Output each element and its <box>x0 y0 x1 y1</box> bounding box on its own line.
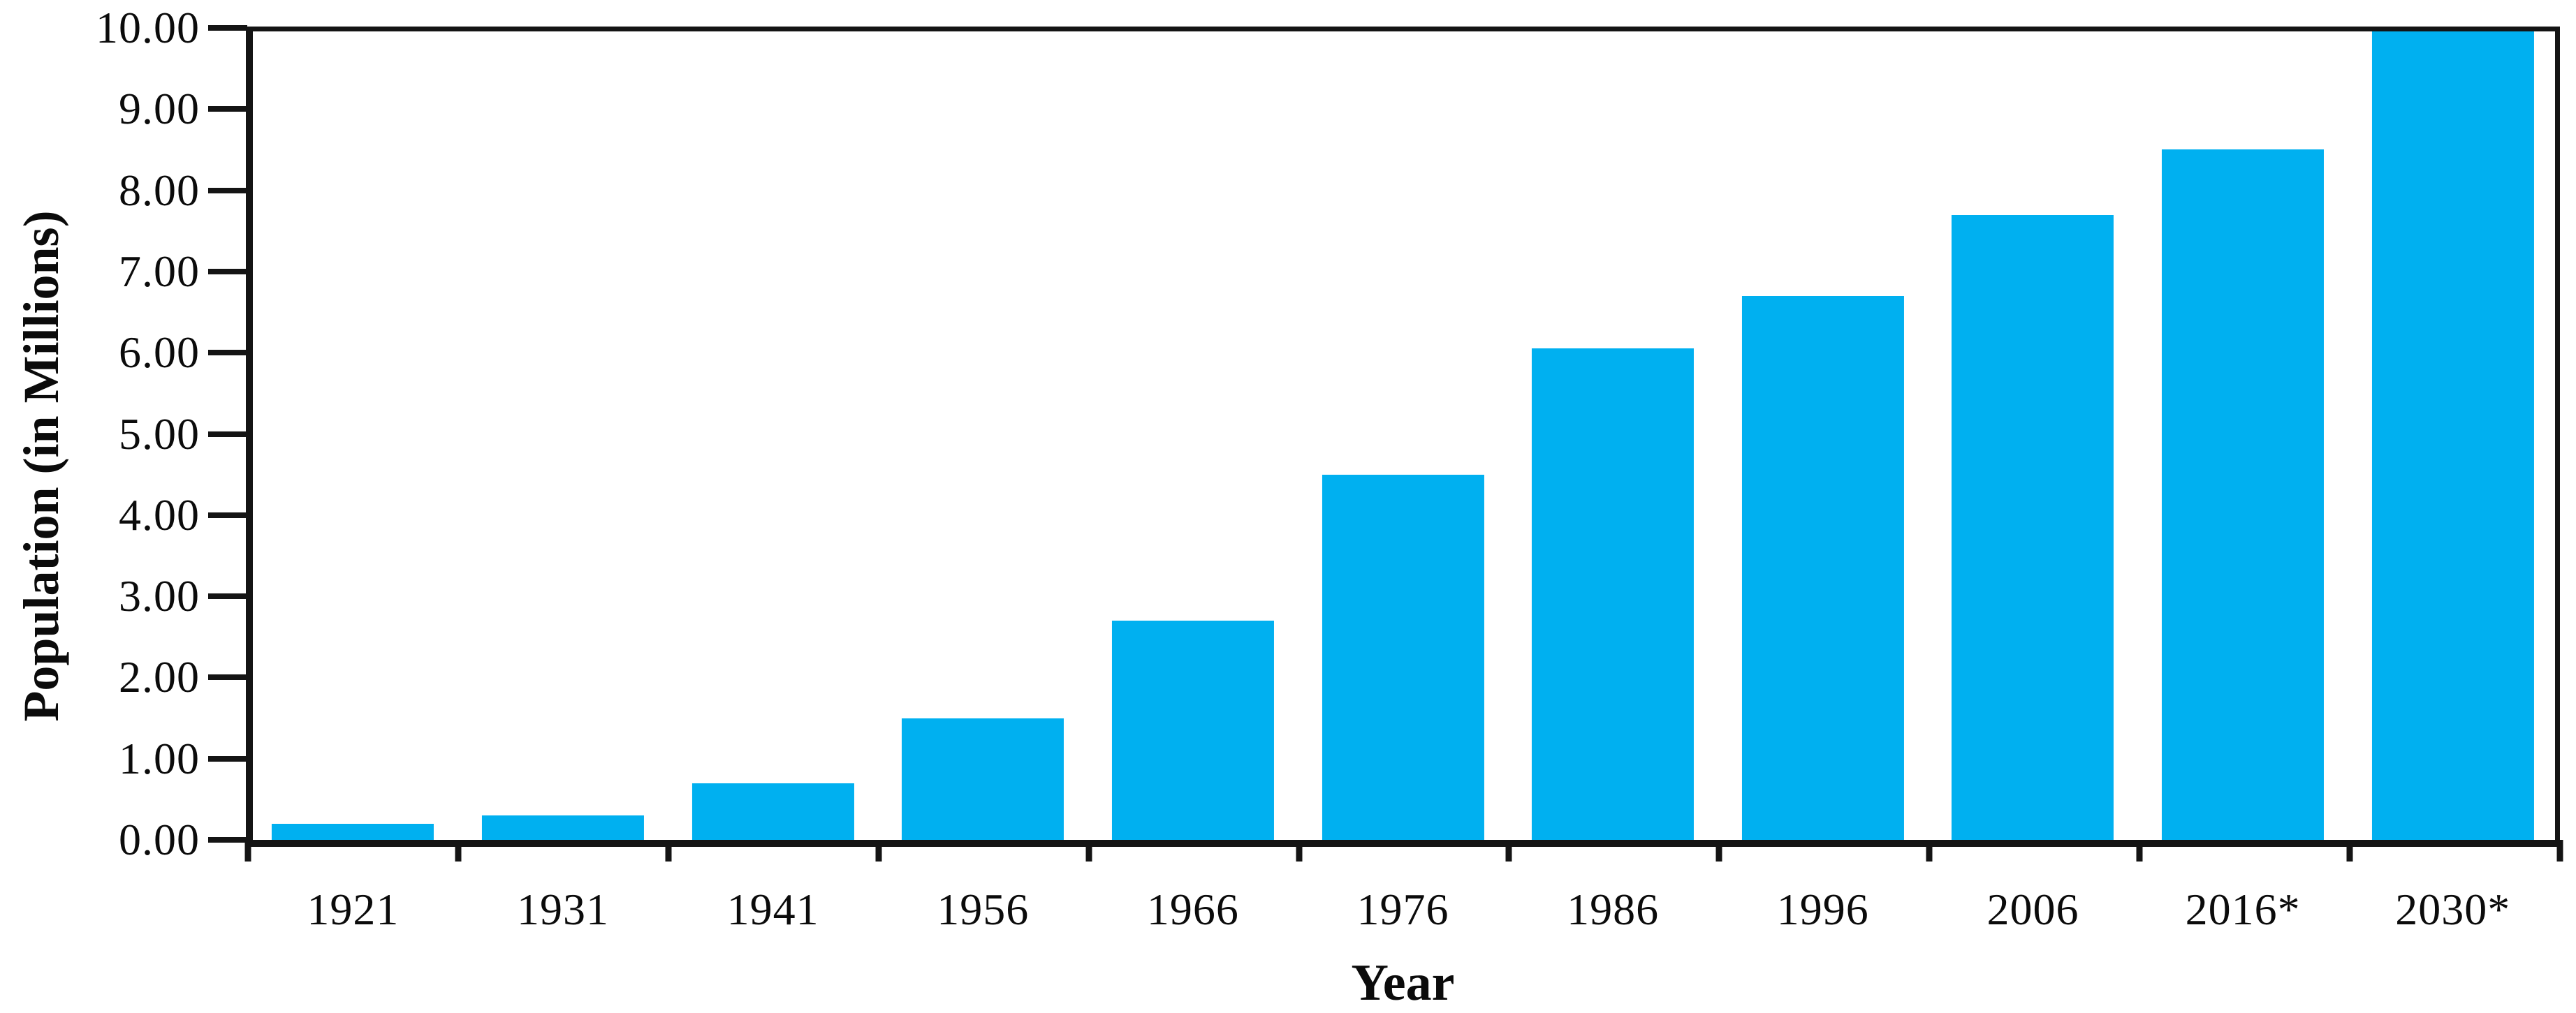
y-tick-label-10.00: 10.00 <box>96 3 200 52</box>
y-axis-tick-labels: 0.00 1.00 2.00 3.00 4.00 5.00 6.00 7.00 8.00 9.00… <box>0 6 200 862</box>
y-tick-mark-8.00 <box>208 187 247 193</box>
x-tick-label-1931: 1931 <box>516 885 609 934</box>
y-tick-mark-6.00 <box>208 350 247 356</box>
x-axis-line <box>246 840 2560 847</box>
x-tick-mark-9 <box>2136 840 2143 862</box>
bar-1996 <box>1741 295 1904 840</box>
plot-right-border <box>2555 27 2560 847</box>
y-tick-label-6.00: 6.00 <box>119 327 200 378</box>
x-tick-mark-4 <box>1085 840 1092 862</box>
x-tick-label-1996: 1996 <box>1776 885 1869 934</box>
y-tick-label-2.00: 2.00 <box>119 652 200 702</box>
bar-1931 <box>481 815 644 840</box>
x-tick-mark-8 <box>1926 840 1933 862</box>
x-tick-mark-6 <box>1505 840 1512 862</box>
bar-2006 <box>1952 214 2114 840</box>
x-tick-label-1966: 1966 <box>1146 885 1239 934</box>
x-tick-label-1941: 1941 <box>726 885 819 934</box>
x-axis-tick-marks <box>244 840 2563 862</box>
x-tick-label-1976: 1976 <box>1356 885 1449 934</box>
x-tick-mark-5 <box>1296 840 1303 862</box>
y-tick-mark-1.00 <box>208 755 247 762</box>
y-tick-label-4.00: 4.00 <box>119 489 200 540</box>
x-tick-label-1986: 1986 <box>1567 885 1660 934</box>
plot-area <box>248 28 2558 840</box>
y-tick-label-7.00: 7.00 <box>119 246 200 296</box>
x-tick-label-1921: 1921 <box>307 885 400 934</box>
y-tick-mark-5.00 <box>208 431 247 437</box>
x-tick-mark-10 <box>2346 840 2353 862</box>
y-tick-label-8.00: 8.00 <box>119 165 200 215</box>
y-tick-label-3.00: 3.00 <box>119 571 200 621</box>
bar-1986 <box>1532 348 1695 840</box>
y-axis-tick-marks <box>208 25 247 843</box>
bar-2030* <box>2371 28 2534 840</box>
x-tick-label-1956: 1956 <box>937 885 1030 934</box>
y-tick-label-0.00: 0.00 <box>119 815 200 864</box>
y-tick-label-5.00: 5.00 <box>119 408 200 459</box>
x-tick-mark-2 <box>665 840 672 862</box>
y-tick-mark-10.00 <box>208 25 247 31</box>
x-tick-mark-0 <box>244 840 251 862</box>
bar-1941 <box>691 783 854 840</box>
x-tick-mark-1 <box>455 840 462 862</box>
bar-1921 <box>272 823 434 840</box>
y-tick-mark-9.00 <box>208 106 247 112</box>
x-axis-title: Year <box>1351 954 1455 1012</box>
y-tick-mark-3.00 <box>208 593 247 600</box>
x-tick-label-2006: 2006 <box>1986 885 2079 934</box>
y-axis-line <box>246 27 253 847</box>
plot-top-border <box>246 27 2560 31</box>
y-tick-label-9.00: 9.00 <box>119 84 200 134</box>
y-tick-label-1.00: 1.00 <box>119 733 200 783</box>
x-tick-mark-3 <box>875 840 882 862</box>
x-tick-mark-11 <box>2556 840 2563 862</box>
y-tick-mark-0.00 <box>208 837 247 843</box>
y-tick-mark-2.00 <box>208 674 247 681</box>
bar-2016* <box>2161 149 2325 840</box>
x-tick-label-2016*: 2016* <box>2185 885 2301 934</box>
x-axis-tick-labels: 1921 1931 1941 1956 1966 1976 1986 1996 2006 2016… <box>248 882 2558 941</box>
y-tick-mark-7.00 <box>208 268 247 274</box>
bar-1956 <box>902 718 1064 840</box>
x-tick-mark-7 <box>1715 840 1722 862</box>
bar-1976 <box>1322 474 1484 840</box>
x-tick-label-2030*: 2030* <box>2395 885 2511 934</box>
y-tick-mark-4.00 <box>208 512 247 518</box>
bar-1966 <box>1111 621 1274 840</box>
